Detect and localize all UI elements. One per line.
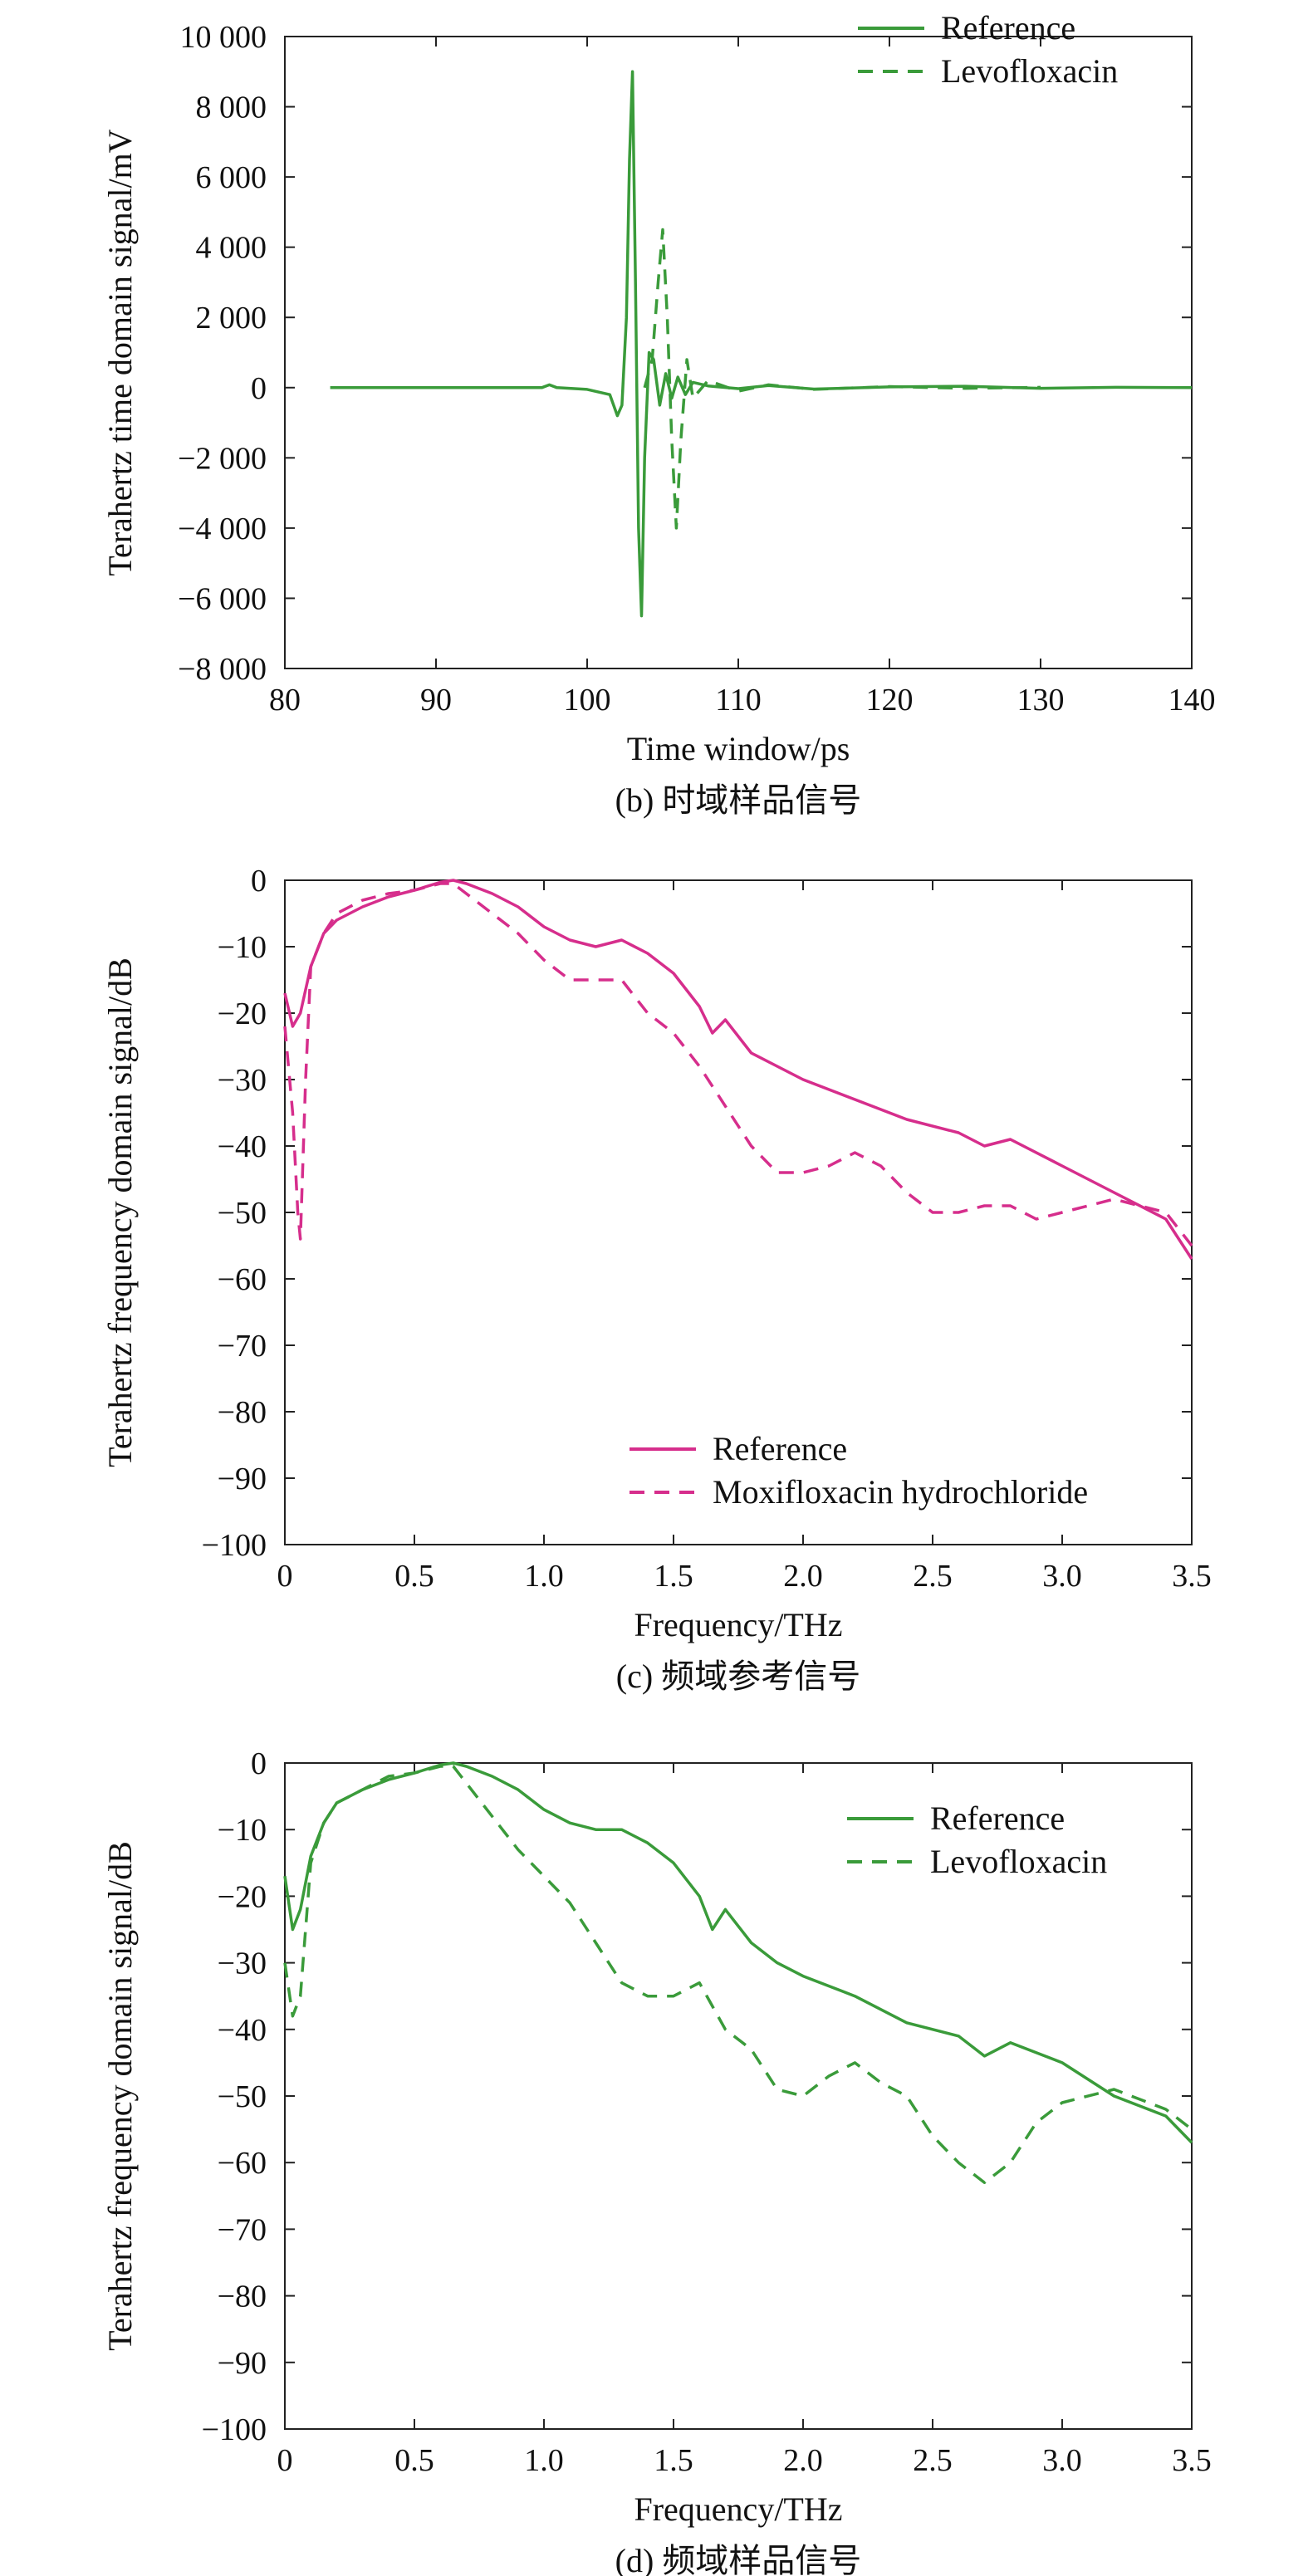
y-tick-label: 8 000 [196,91,267,125]
y-tick-label: −60 [218,2146,267,2181]
y-tick-label: −10 [218,1813,267,1848]
x-tick-label: 1.5 [654,2443,693,2478]
y-tick-label: −50 [218,2079,267,2114]
x-tick-label: 2.0 [783,1559,823,1594]
x-axis-label: Frequency/THz [634,2490,842,2528]
x-tick-label: 3.5 [1172,1559,1212,1594]
x-tick-label: 1.0 [524,2443,564,2478]
y-tick-label: −70 [218,2212,267,2247]
y-tick-label: −6 000 [178,581,267,616]
series-line-sample [283,882,1193,1247]
x-tick-label: 2.5 [913,2443,953,2478]
x-tick-label: 2.5 [913,1559,953,1594]
y-tick-label: −90 [218,2346,267,2381]
y-axis-label: Terahertz frequency domain signal/dB [101,957,139,1467]
y-tick-label: −8 000 [178,652,267,687]
x-tick-label: 1.5 [654,1559,693,1594]
x-tick-label: 3.5 [1172,2443,1212,2478]
x-tick-label: 0.5 [394,2443,434,2478]
series-line-reference [330,70,1193,618]
y-tick-label: −10 [218,930,267,965]
legend-label: Moxifloxacin hydrochloride [713,1473,1088,1511]
y-tick-label: 10 000 [180,20,267,55]
x-tick-label: 120 [866,683,914,717]
plot-frame [284,36,1193,669]
figure-caption: (b) 时域样品信号 [615,781,862,819]
y-tick-label: −80 [218,1395,267,1430]
y-tick-label: 0 [251,864,267,899]
x-axis-label: Time window/ps [627,730,850,767]
panel-frequency-sample: 0 0.5 1.0 1.5 2.0 2.5 3.0 3.5 0 −10 −20 −30 −40 −50 −6… [101,1746,1212,2576]
y-tick-label: 2 000 [196,301,267,335]
figure-caption: (c) 频域参考信号 [616,1658,860,1695]
x-tick-label: 0 [277,1559,293,1594]
y-tick-label: −40 [218,2013,267,2048]
y-tick-label: −20 [218,1879,267,1914]
y-tick-label: −100 [202,1528,267,1563]
x-tick-label: 1.0 [524,1559,564,1594]
x-tick-label: 130 [1017,683,1065,717]
y-tick-label: −30 [218,1063,267,1098]
panel-time-domain: 80 90 100 110 120 130 140 10 000 8 000 6 000 4 000… [101,9,1216,819]
panel-frequency-reference: 0 0.5 1.0 1.5 2.0 2.5 3.0 3.5 0 −10 −20 −30 −40 −50 −6… [101,864,1212,1695]
x-tick-label: 80 [269,683,301,717]
legend-label: Levofloxacin [930,1843,1107,1880]
x-tick-label: 0.5 [394,1559,434,1594]
y-tick-label: 0 [251,1746,267,1781]
x-tick-label: 100 [564,683,611,717]
y-tick-label: −20 [218,997,267,1031]
x-tick-label: 0 [277,2443,293,2478]
y-axis-label: Terahertz frequency domain signal/dB [101,1841,139,2351]
y-tick-label: −100 [202,2412,267,2447]
y-tick-label: −80 [218,2280,267,2314]
x-tick-label: 90 [420,683,452,717]
y-tick-label: 6 000 [196,160,267,195]
x-tick-label: 3.0 [1042,1559,1082,1594]
y-tick-label: −4 000 [178,512,267,546]
y-tick-label: −2 000 [178,441,267,476]
x-tick-label: 3.0 [1042,2443,1082,2478]
y-tick-label: −50 [218,1196,267,1231]
y-tick-label: −90 [218,1462,267,1496]
y-tick-label: 4 000 [196,231,267,266]
x-tick-label: 140 [1168,683,1216,717]
y-axis-label: Terahertz time domain signal/mV [101,129,139,575]
figure-caption: (d) 频域样品信号 [615,2542,862,2576]
series-line-sample [283,1765,1193,2185]
x-tick-label: 110 [715,683,762,717]
legend-label: Levofloxacin [941,52,1118,90]
x-axis-label: Frequency/THz [634,1606,842,1643]
x-tick-label: 2.0 [783,2443,823,2478]
y-tick-label: −30 [218,1947,267,1981]
y-tick-label: 0 [251,371,267,406]
y-tick-label: −40 [218,1129,267,1164]
legend-label: Reference [713,1430,847,1467]
series-line-sample [643,228,1041,530]
series-line-reference [283,1761,1193,2144]
legend-label: Reference [930,1800,1065,1837]
y-tick-label: −70 [218,1329,267,1364]
series-line-reference [283,879,1193,1260]
y-tick-label: −60 [218,1262,267,1297]
legend-label: Reference [941,9,1075,47]
